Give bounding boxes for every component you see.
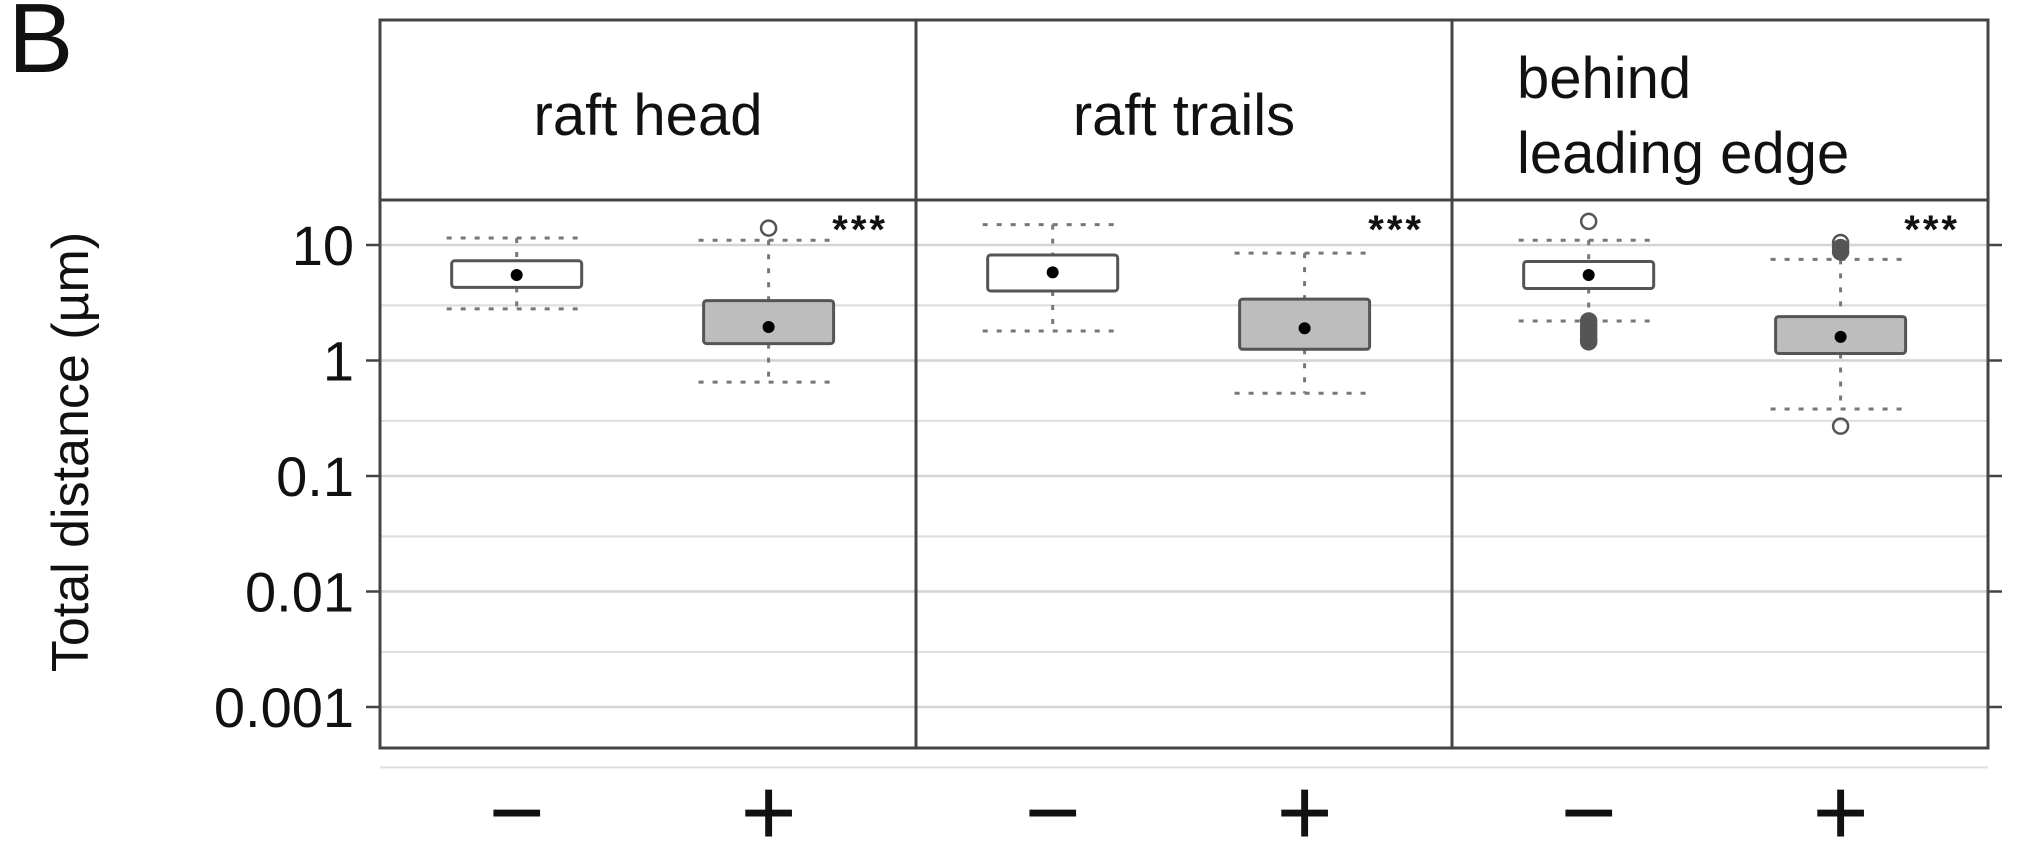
plot-frame xyxy=(378,18,1990,750)
median-dot xyxy=(1298,322,1311,335)
grid-lines xyxy=(380,243,1988,769)
median-dot xyxy=(1582,268,1595,281)
y-axis-label: Total distance (µm) xyxy=(42,232,100,672)
x-category-label: − xyxy=(1025,759,1081,845)
significance-label: *** xyxy=(1904,208,1960,252)
strip-label-line: leading edge xyxy=(1517,121,1849,186)
y-tick-label: 10 xyxy=(292,214,354,277)
significance-label: *** xyxy=(832,208,888,252)
significance-label: *** xyxy=(1368,208,1424,252)
x-category-label: − xyxy=(489,759,545,845)
median-dot xyxy=(762,321,775,334)
y-tick-label: 1 xyxy=(323,330,354,393)
outlier-point xyxy=(1579,212,1598,231)
y-tick-label: 0.1 xyxy=(276,445,354,508)
box-plots xyxy=(446,212,1911,435)
median-dot xyxy=(1834,330,1847,343)
x-category-label: − xyxy=(1561,759,1617,845)
plot-border xyxy=(378,18,1990,750)
panel-letter: B xyxy=(8,0,73,93)
x-category-label: + xyxy=(741,759,797,845)
outlier-point xyxy=(1579,333,1598,351)
outlier-point xyxy=(759,219,778,237)
x-category-label: + xyxy=(1813,759,1869,845)
strip-label: raft head xyxy=(534,83,763,148)
strip-label: raft trails xyxy=(1073,83,1295,148)
strip-label-line: behind xyxy=(1517,46,1691,111)
y-tick-label: 0.01 xyxy=(245,561,354,624)
outlier-point xyxy=(1831,243,1850,261)
median-dot xyxy=(1046,266,1059,279)
median-dot xyxy=(510,268,523,281)
y-tick-label: 0.001 xyxy=(214,676,354,739)
outlier-point xyxy=(1831,417,1850,435)
labels: 10 1 0.1 0.01 0.001 raft head − *** + raft trails… xyxy=(214,46,2002,845)
x-category-label: + xyxy=(1277,759,1333,845)
